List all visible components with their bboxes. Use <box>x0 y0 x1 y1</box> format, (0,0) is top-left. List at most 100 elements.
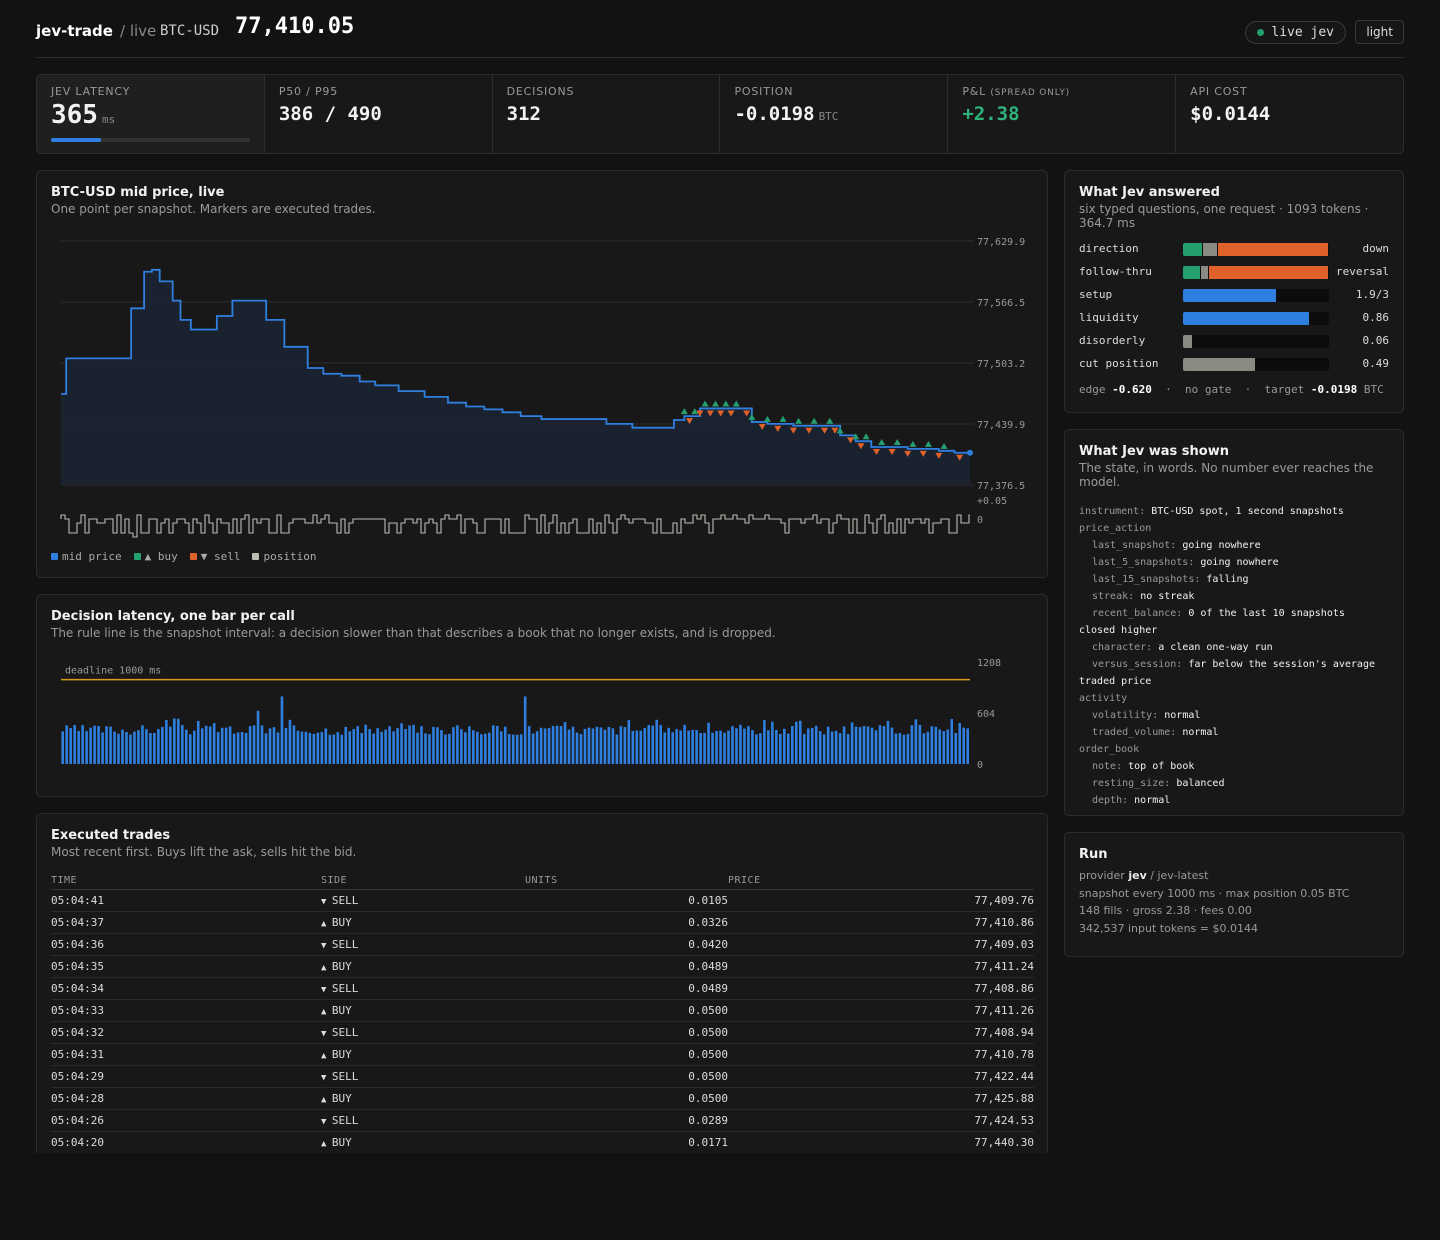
trade-time: 05:04:41 <box>51 889 321 912</box>
buy-marker <box>878 438 886 445</box>
trade-side: ▲ BUY <box>321 999 525 1022</box>
stat-position: POSITION -0.0198 BTC <box>720 75 949 153</box>
column-header: SIDE <box>321 872 525 890</box>
buy-marker <box>779 415 787 422</box>
table-row: 05:04:37 ▲ BUY 0.0326 77,410.86 <box>51 911 1034 934</box>
stat-value: +2.38 <box>962 103 1020 125</box>
latency-bar <box>635 730 639 764</box>
run-card: Run provider jev / jev-latest snapshot e… <box>1064 832 1404 957</box>
latency-bar <box>133 731 136 764</box>
latency-bar <box>476 731 479 764</box>
price-area <box>61 269 970 485</box>
state-line: last_15_snapshots: falling <box>1079 571 1393 588</box>
latency-bar <box>400 723 403 764</box>
sell-arrow-icon: ▼ <box>321 1028 332 1039</box>
card-title: What Jev answered <box>1079 185 1220 200</box>
latency-bar <box>408 725 411 764</box>
trade-units: 0.0500 <box>525 1087 728 1110</box>
legend-item: ▲ buy <box>133 550 178 563</box>
latency-bar <box>735 728 738 764</box>
y-tick-label: 77,566.5 <box>977 298 1025 309</box>
shown-card: What Jev was shown The state, in words. … <box>1064 429 1404 816</box>
latency-bar <box>165 720 168 764</box>
latency-bar <box>292 725 296 764</box>
latency-bar <box>814 725 818 764</box>
latency-chart[interactable]: 1208 604 0 deadline 1000 ms <box>37 651 1047 791</box>
latency-bar <box>559 726 563 764</box>
latency-bar <box>954 732 958 764</box>
latency-bar <box>364 724 367 764</box>
latency-bar <box>181 725 184 764</box>
answer-value: 0.49 <box>1362 357 1390 370</box>
table-row: 05:04:31 ▲ BUY 0.0500 77,410.78 <box>51 1043 1034 1066</box>
latency-bar <box>818 731 822 764</box>
latency-bar <box>228 726 232 764</box>
answer-bar-segment <box>1183 312 1309 325</box>
latency-bar <box>240 732 244 764</box>
y-tick-label: 77,503.2 <box>977 359 1025 370</box>
live-badge[interactable]: live jev <box>1245 21 1346 44</box>
run-line: 148 fills · gross 2.38 · fees 0.00 <box>1079 904 1252 917</box>
answers-footer: edge -0.620 · no gate · target -0.0198 B… <box>1079 383 1384 396</box>
column-header: UNITS <box>525 872 728 890</box>
sell-arrow-icon: ▼ <box>321 1072 332 1083</box>
current-price: 77,410.05 <box>235 14 355 39</box>
trade-side: ▲ BUY <box>321 1043 525 1066</box>
latency-bar <box>563 722 567 764</box>
table-row: 05:04:33 ▲ BUY 0.0500 77,411.26 <box>51 999 1034 1022</box>
sell-marker <box>847 437 855 444</box>
latency-bar <box>412 724 415 764</box>
state-key: recent_balance: <box>1092 608 1183 619</box>
stat-label: P&L (SPREAD ONLY) <box>962 85 1070 98</box>
latency-bar <box>858 727 862 764</box>
table-row: 05:04:34 ▼ SELL 0.0489 77,408.86 <box>51 977 1034 1000</box>
latency-bar <box>575 732 579 764</box>
latency-bar <box>360 732 363 764</box>
latency-bar <box>284 727 288 764</box>
latency-bar <box>922 733 926 764</box>
mid-price-line <box>61 268 970 454</box>
answer-bar <box>1183 358 1329 371</box>
trade-units: 0.0171 <box>525 1131 728 1153</box>
stat-percentiles: P50 / P95 386 / 490 <box>265 75 493 153</box>
latency-bar <box>348 731 352 764</box>
trade-time: 05:04:26 <box>51 1109 321 1132</box>
trade-side-label: SELL <box>331 1069 359 1083</box>
latency-bar <box>511 734 515 764</box>
stat-label: DECISIONS <box>506 85 575 98</box>
y-tick-label: 604 <box>977 709 995 720</box>
trades-card: Executed trades Most recent first. Buys … <box>36 813 1048 1153</box>
latency-bar <box>591 728 595 764</box>
latency-bar <box>695 729 698 764</box>
trade-side: ▲ BUY <box>321 911 525 934</box>
trade-time: 05:04:31 <box>51 1043 321 1066</box>
latency-bar <box>619 726 623 764</box>
latency-bar <box>599 727 603 764</box>
stat-value: $0.0144 <box>1190 103 1271 125</box>
latency-bar <box>519 734 523 764</box>
latency-bar <box>687 730 690 764</box>
theme-toggle-button[interactable]: light <box>1355 20 1404 44</box>
state-key: last_15_snapshots: <box>1092 574 1201 585</box>
top-bar: jev-trade / live BTC-USD 77,410.05 live … <box>36 0 1404 58</box>
stat-decisions: DECISIONS 312 <box>493 75 721 153</box>
latency-bar <box>376 728 379 764</box>
state-line: last_5_snapshots: going nowhere <box>1079 554 1393 571</box>
card-subtitle: Most recent first. Buys lift the ask, se… <box>51 845 357 859</box>
latency-bar <box>113 731 116 764</box>
trade-price: 77,411.26 <box>728 999 1034 1022</box>
latency-bar <box>272 727 276 764</box>
latency-bar <box>691 729 694 764</box>
state-line: streak: no streak <box>1079 588 1393 605</box>
latency-bar <box>484 733 487 764</box>
buy-marker <box>862 433 870 440</box>
latency-bar <box>368 729 371 764</box>
state-line: traded_volume: normal <box>1079 724 1393 741</box>
latency-bar <box>894 733 898 764</box>
latency-bar <box>938 729 942 764</box>
price-chart[interactable]: 77,629.9 77,566.5 77,503.2 77,439.9 77,376.5… <box>37 223 1047 593</box>
answer-row: liquidity 0.86 <box>1079 310 1389 326</box>
latency-bar <box>169 726 172 764</box>
latency-bar <box>308 733 312 764</box>
latency-bar <box>806 728 810 764</box>
